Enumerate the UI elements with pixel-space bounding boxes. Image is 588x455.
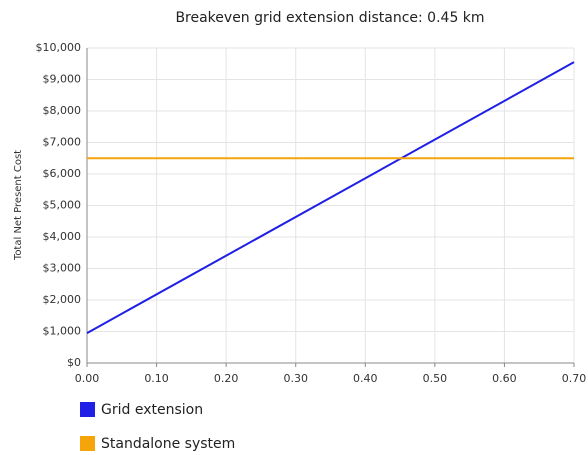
y-tick-label: $1,000 (43, 325, 82, 338)
x-tick-label: 0.30 (283, 372, 308, 385)
y-axis-label: Total Net Present Cost (13, 150, 24, 261)
legend-label: Grid extension (101, 402, 203, 418)
legend-label: Standalone system (101, 436, 235, 452)
chart-title: Breakeven grid extension distance: 0.45 … (175, 10, 484, 26)
x-tick-label: 0.10 (144, 372, 169, 385)
x-tick-label: 0.60 (492, 372, 517, 385)
x-tick-label: 0.00 (75, 372, 100, 385)
legend-swatch (80, 402, 95, 417)
y-tick-label: $0 (67, 356, 81, 369)
x-tick-label: 0.50 (423, 372, 448, 385)
series-line (86, 61, 575, 334)
y-tick-label: $2,000 (43, 293, 82, 306)
y-tick-label: $9,000 (43, 73, 82, 86)
y-tick-label: $10,000 (36, 41, 82, 54)
x-tick-label: 0.40 (353, 372, 378, 385)
x-tick-label: 0.20 (214, 372, 239, 385)
x-tick-label: 0.70 (562, 372, 587, 385)
y-tick-label: $5,000 (43, 199, 82, 212)
y-tick-label: $7,000 (43, 136, 82, 149)
legend-swatch (80, 436, 95, 451)
y-tick-label: $6,000 (43, 167, 82, 180)
y-tick-label: $8,000 (43, 104, 82, 117)
y-tick-label: $3,000 (43, 262, 82, 275)
y-tick-label: $4,000 (43, 230, 82, 243)
